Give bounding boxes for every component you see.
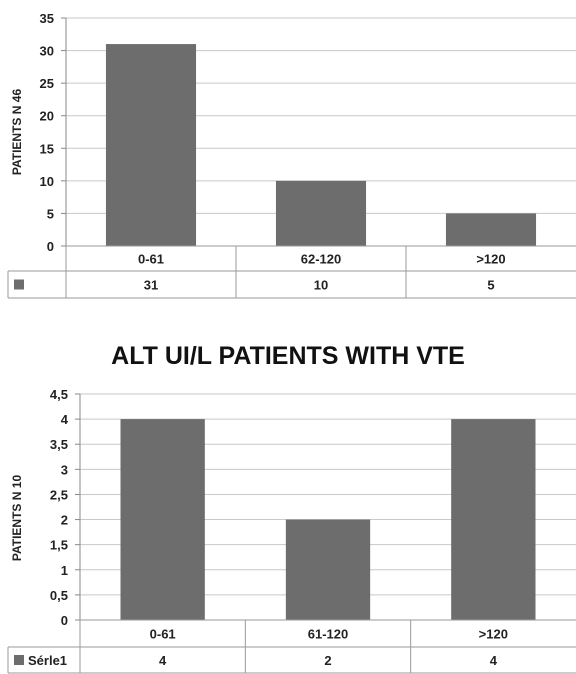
y-tick-label: 2,5: [50, 487, 68, 502]
bar: [275, 180, 367, 246]
bar: [445, 213, 537, 246]
chart-1-y-axis-label: PATIENTS N 46: [10, 89, 24, 176]
category-label: >120: [479, 627, 508, 642]
y-tick-label: 5: [47, 206, 54, 221]
y-tick-label: 0,5: [50, 588, 68, 603]
legend-swatch: [14, 655, 24, 665]
y-tick-label: 10: [40, 174, 54, 189]
y-tick-label: 4,5: [50, 387, 68, 402]
category-label: 62-120: [301, 252, 341, 267]
data-label: 5: [487, 278, 494, 293]
chart-1-bars: [105, 44, 537, 246]
data-label: 4: [490, 653, 498, 668]
chart-1: 0 5 10 15 20 25 30 35 0-61 31 62-120 10 >120 5 PATIE…: [7, 11, 576, 299]
category-label: >120: [476, 252, 505, 267]
bar: [285, 519, 371, 620]
category-label: 0-61: [150, 627, 176, 642]
chart-2-y-axis-label: PATIENTS N 10: [10, 475, 24, 562]
y-tick-label: 1,5: [50, 538, 68, 553]
chart-2: 0 0,5 1 1,5 2 2,5 3 3,5 4 4,5 0-61 4 61-120 2 >120 4 Sé…: [7, 387, 576, 674]
legend-label: Sérle1: [28, 653, 67, 668]
chart-2-data-table: 0-61 4 61-120 2 >120 4 Sérle1: [7, 619, 576, 674]
data-label: 31: [144, 278, 158, 293]
chart-2-title: ALT UI/L PATIENTS WITH VTE: [111, 342, 465, 370]
data-label: 2: [324, 653, 331, 668]
chart-2-bars: [120, 419, 536, 620]
y-tick-label: 30: [40, 44, 54, 59]
y-tick-label: 0: [61, 613, 68, 628]
y-tick-label: 4: [61, 412, 69, 427]
bar: [451, 419, 536, 620]
y-tick-label: 0: [47, 239, 54, 254]
chart-1-y-tick-labels: 0 5 10 15 20 25 30 35: [40, 11, 54, 254]
y-tick-label: 3,5: [50, 437, 68, 452]
chart-1-data-table: 0-61 31 62-120 10 >120 5: [7, 245, 576, 299]
y-tick-label: 2: [61, 513, 68, 528]
y-tick-label: 25: [40, 76, 54, 91]
data-label: 10: [314, 278, 328, 293]
data-label: 4: [159, 653, 167, 668]
category-label: 61-120: [308, 627, 348, 642]
y-tick-label: 3: [61, 462, 68, 477]
y-tick-label: 15: [40, 141, 54, 156]
y-tick-label: 20: [40, 109, 54, 124]
chart-2-y-tick-labels: 0 0,5 1 1,5 2 2,5 3 3,5 4 4,5: [50, 387, 69, 628]
legend-swatch: [14, 279, 24, 290]
y-tick-label: 35: [40, 11, 54, 26]
bar: [120, 419, 205, 620]
category-label: 0-61: [138, 252, 164, 267]
y-tick-label: 1: [61, 563, 68, 578]
bar: [105, 44, 197, 246]
